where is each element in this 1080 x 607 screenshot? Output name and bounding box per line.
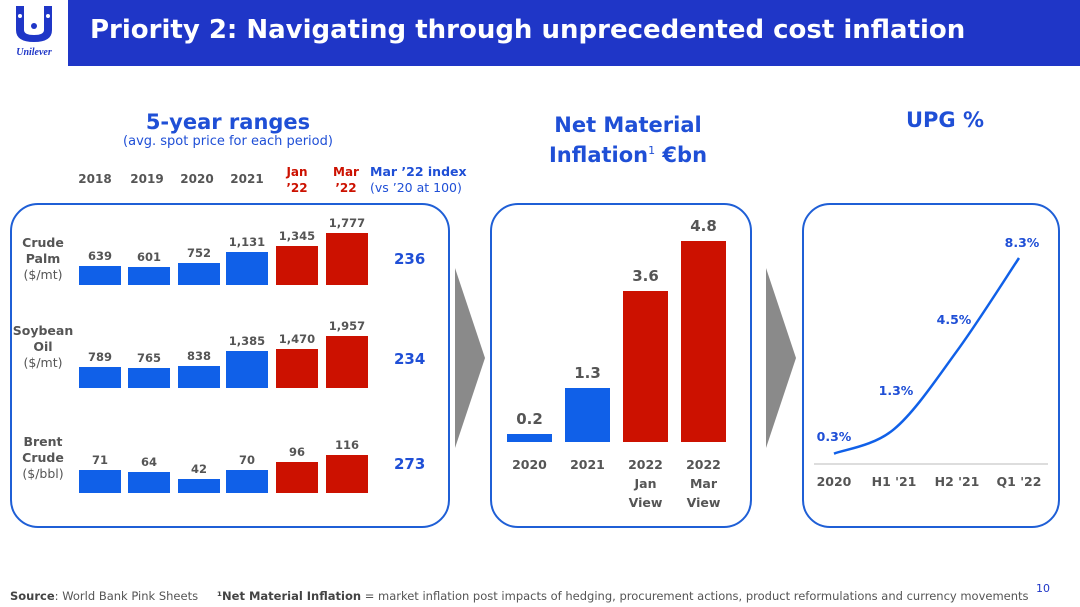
chevron-arrow-icon	[766, 268, 796, 448]
period-2019: 2019	[130, 172, 164, 186]
upg-category-label: H1 '21	[872, 474, 917, 489]
upg-value-label: 4.5%	[937, 312, 972, 327]
net-material-title: Net Material Inflation1 €bn	[528, 113, 728, 168]
footer-note: ¹Net Material Inflation = market inflati…	[217, 589, 1029, 603]
upg-category-label: H2 '21	[935, 474, 980, 489]
upg-value-label: 0.3%	[817, 429, 852, 444]
title-bar: Priority 2: Navigating through unprecede…	[68, 0, 1080, 66]
chevron-arrow-icon	[455, 268, 485, 448]
period-2021: 2021	[230, 172, 264, 186]
upg-panel	[802, 203, 1060, 528]
page-number: 10	[1036, 582, 1050, 595]
index-header: Mar ’22 index	[370, 164, 467, 179]
ranges-subtitle: (avg. spot price for each period)	[123, 134, 333, 149]
upg-chart: 0.3% 2020 1.3% H1 '21 4.5% H2 '21 8.3% Q1 '22	[814, 235, 1048, 489]
net-material-panel	[490, 203, 752, 528]
net-material-title-line1: Net Material	[554, 113, 702, 137]
ranges-title: 5-year ranges	[145, 110, 311, 134]
upg-title: UPG %	[905, 108, 985, 132]
unilever-logo: Unilever	[0, 0, 68, 66]
footer-source: Source: World Bank Pink Sheets	[10, 589, 199, 603]
logo-text: Unilever	[16, 47, 52, 58]
header: Unilever Priority 2: Navigating through …	[0, 0, 1080, 66]
period-2018: 2018	[78, 172, 112, 186]
period-mar-22: Mar ’22	[333, 165, 359, 195]
upg-series-line	[833, 257, 1021, 455]
period-2020: 2020	[180, 172, 214, 186]
upg-value-label: 1.3%	[879, 383, 914, 398]
net-material-title-line2: Inflation1 €bn	[548, 143, 708, 167]
upg-category-label: 2020	[817, 474, 852, 489]
ranges-panel	[10, 203, 450, 528]
unilever-logo-icon: Unilever	[16, 6, 52, 58]
period-jan-22: Jan ’22	[286, 165, 308, 195]
page-title: Priority 2: Navigating through unprecede…	[90, 15, 966, 45]
upg-category-label: Q1 '22	[997, 474, 1042, 489]
upg-value-label: 8.3%	[1005, 235, 1040, 250]
index-subheader: (vs ’20 at 100)	[370, 180, 462, 195]
